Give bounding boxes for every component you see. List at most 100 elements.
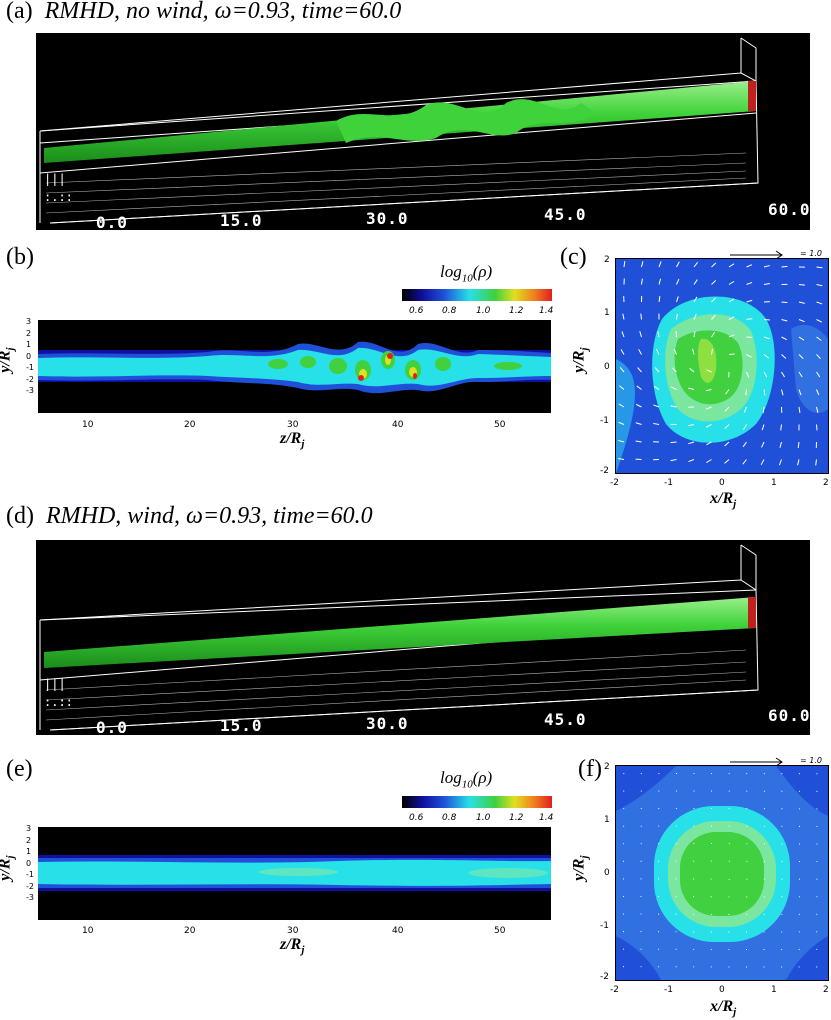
velocity-vector (711, 280, 717, 285)
velocity-vector (724, 441, 730, 447)
e-xlabel: z/Rj (280, 936, 305, 957)
b-xtick-40: 40 (392, 420, 404, 430)
velocity-vector (816, 319, 823, 323)
e-ytick: 3 (26, 824, 32, 833)
velocity-vector (654, 367, 660, 373)
panel-e-density-map (38, 855, 551, 891)
velocity-vector (816, 389, 820, 396)
b-cb-tick-0: 0.6 (409, 306, 424, 316)
c-ytick-m2: -2 (600, 466, 609, 476)
f-xlabel: x/Rj (710, 998, 737, 1019)
velocity-vector (763, 283, 770, 285)
a-tick-15: 15.0 (220, 211, 263, 230)
velocity-vector (640, 313, 642, 320)
velocity-vector (675, 860, 677, 862)
velocity-vector (621, 331, 625, 338)
a-tick-45: 45.0 (544, 205, 587, 224)
velocity-vector (816, 896, 818, 898)
velocity-vector (743, 406, 747, 413)
velocity-vector (798, 773, 801, 775)
velocity-vector (710, 896, 712, 898)
velocity-vector (670, 441, 677, 444)
velocity-vector (692, 931, 695, 933)
velocity-vector (623, 807, 625, 810)
velocity-vector (746, 354, 752, 358)
velocity-vector (622, 843, 625, 845)
velocity-vector (779, 441, 782, 448)
velocity-vector (619, 385, 625, 390)
c-ytick-0: 0 (604, 362, 610, 372)
f-xtick-m1: -1 (664, 985, 673, 995)
velocity-vector (693, 279, 698, 285)
velocity-vector (706, 369, 712, 373)
e-cb-tick-2: 1.0 (476, 813, 491, 823)
f-ytick-m2: -2 (600, 972, 609, 982)
velocity-vector (798, 896, 801, 898)
velocity-vector (781, 336, 787, 341)
velocity-vector (693, 261, 699, 268)
velocity-vector (763, 896, 765, 898)
velocity-vector (693, 966, 695, 968)
velocity-vector (781, 265, 788, 268)
velocity-vector (763, 354, 769, 359)
velocity-vector (798, 319, 805, 323)
velocity-vector (763, 336, 770, 340)
f-ytick-0: 0 (604, 868, 610, 878)
b-cb-tick-4: 1.4 (539, 306, 554, 316)
velocity-vector (746, 772, 748, 775)
velocity-vector (658, 261, 662, 268)
e-cb-tick-1: 0.8 (442, 813, 457, 823)
velocity-vector (816, 284, 823, 287)
velocity-vector (781, 896, 783, 898)
velocity-vector (675, 842, 677, 845)
d-tick-30: 30.0 (366, 714, 409, 733)
velocity-vector (780, 424, 782, 431)
velocity-vector (798, 406, 801, 413)
e-ytick: 0 (26, 858, 32, 868)
velocity-vector (673, 348, 677, 355)
velocity-vector (711, 297, 716, 303)
velocity-vector (670, 459, 677, 462)
e-colorbar (402, 796, 552, 808)
velocity-vector (640, 807, 642, 810)
panel-b-density-map (38, 341, 551, 394)
velocity-vector (724, 406, 730, 412)
c-xtick-m2: -2 (610, 478, 619, 488)
panel-c-cross-section (615, 258, 829, 474)
velocity-vector (640, 843, 642, 845)
velocity-vector (676, 296, 679, 303)
b-ytick: -3 (26, 386, 34, 395)
panel-d-jet-render: ||| :.:: (39, 544, 759, 731)
velocity-vector (692, 348, 695, 355)
panel-a-label: (a) (6, 0, 33, 24)
velocity-vector (705, 389, 712, 392)
velocity-vector (728, 280, 735, 285)
velocity-vector (622, 313, 625, 320)
e-cb-tick-3: 1.2 (509, 813, 524, 823)
velocity-vector (816, 948, 818, 951)
panel-c-density-map (616, 261, 828, 473)
velocity-vector (670, 405, 677, 408)
velocity-vector (618, 403, 625, 408)
velocity-vector (641, 261, 644, 268)
svg-text:|||: ||| (44, 677, 66, 691)
velocity-vector (693, 331, 696, 338)
velocity-vector (675, 931, 677, 933)
c-xlabel: x/Rj (710, 490, 737, 511)
f-ytick-m1: -1 (600, 921, 609, 931)
c-xtick-1: 1 (771, 478, 777, 488)
velocity-vector (746, 807, 748, 810)
panel-e-label: (e) (6, 756, 33, 782)
b-xlabel: z/Rj (280, 430, 305, 451)
e-xtick-10: 10 (82, 926, 94, 936)
velocity-vector (798, 389, 802, 396)
e-xtick-50: 50 (494, 926, 506, 936)
velocity-vector (763, 389, 766, 396)
svg-text:|||: ||| (44, 172, 66, 186)
velocity-vector (745, 389, 747, 396)
panel-f-label: (f) (578, 756, 602, 782)
velocity-vector (763, 790, 766, 792)
f-xtick-1: 1 (771, 985, 777, 995)
velocity-vector (798, 354, 804, 360)
velocity-vector (676, 313, 678, 320)
